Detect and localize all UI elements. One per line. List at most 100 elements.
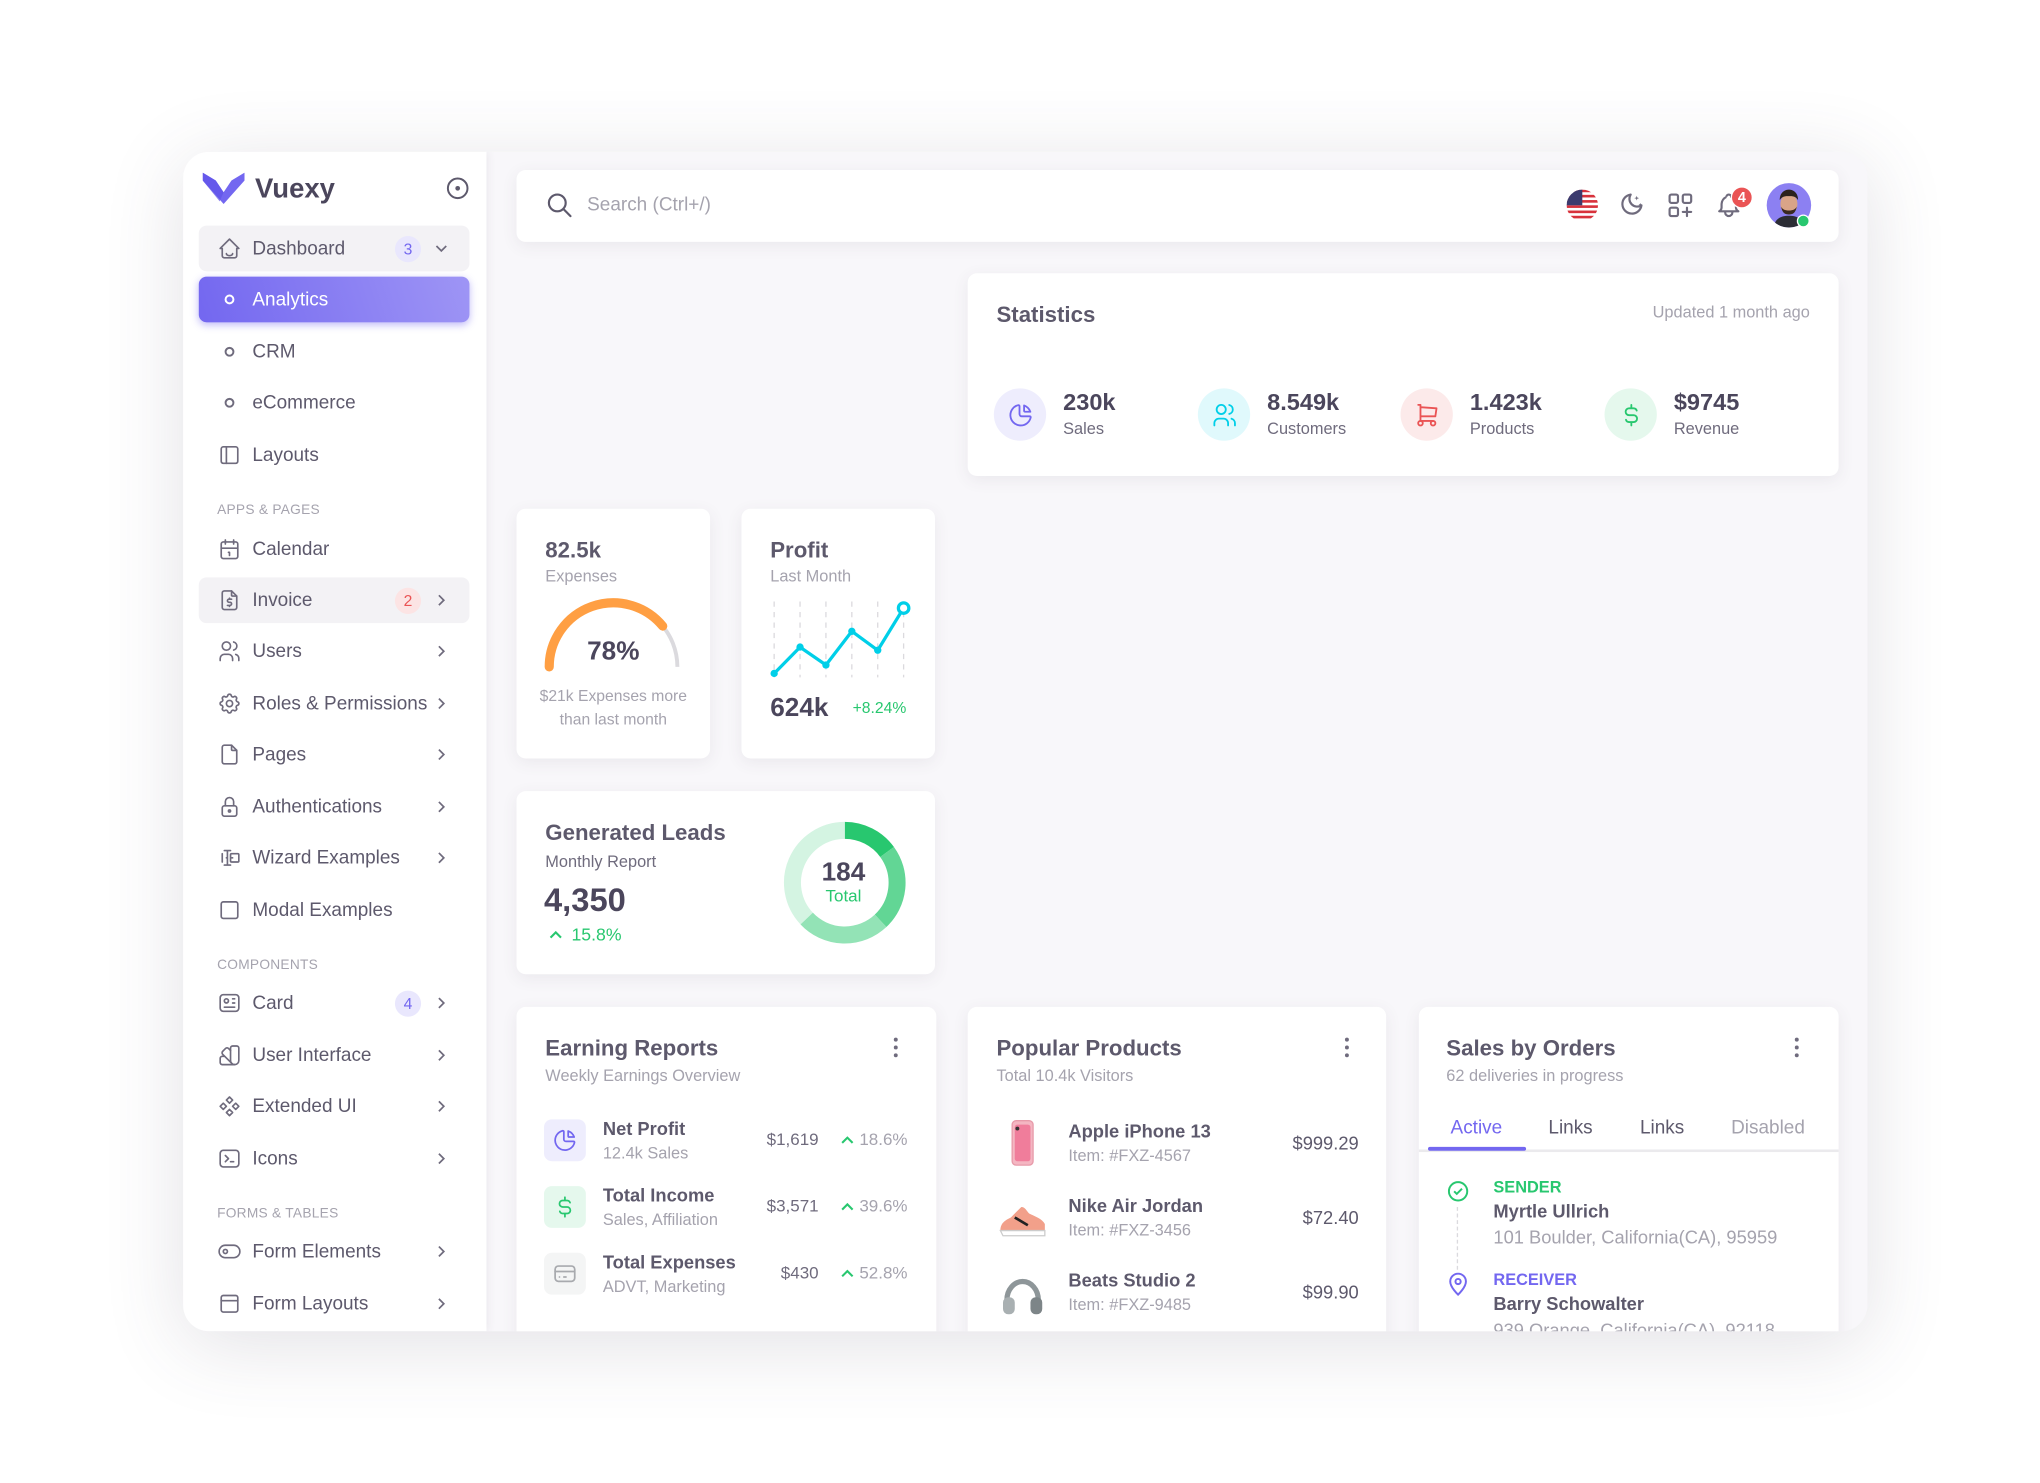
- sidebar-item-dashboard[interactable]: Dashboard 3: [198, 225, 470, 272]
- receiver-name: Barry Schowalter: [1493, 1293, 1644, 1315]
- statistics-card: [967, 273, 1839, 476]
- earning-row-change: 18.6%: [859, 1129, 908, 1149]
- sidebar-toggle-icon[interactable]: [446, 177, 470, 201]
- sidebar-item-modal-examples[interactable]: Modal Examples: [199, 887, 470, 933]
- chevron-right-icon: [438, 594, 446, 606]
- tab-active[interactable]: Active: [1450, 1117, 1503, 1139]
- users-icon: [1197, 388, 1251, 441]
- sidebar-item-roles-permissions[interactable]: Roles & Permissions: [199, 681, 470, 727]
- expenses-percent: 78%: [587, 637, 640, 667]
- sidebar-item-label: Roles & Permissions: [252, 693, 428, 714]
- sidebar-item-invoice[interactable]: Invoice 2: [198, 577, 470, 624]
- iphone-image: [1011, 1120, 1034, 1166]
- leads-donut-label: Total: [825, 886, 862, 906]
- currency-dollar-icon: [1604, 388, 1657, 441]
- sidebar-item-label: Authentications: [252, 796, 383, 818]
- users-icon: [217, 639, 242, 664]
- expenses-label: Expenses: [545, 567, 618, 586]
- sidebar-item-label: Form Layouts: [252, 1293, 369, 1315]
- sidebar-item-pages[interactable]: Pages: [199, 732, 470, 778]
- sidebar-item-users[interactable]: Users: [199, 628, 470, 674]
- us-flag-icon[interactable]: [1566, 189, 1598, 221]
- orders-more-icon[interactable]: [1790, 1036, 1803, 1060]
- components-icon: [217, 1094, 242, 1119]
- sidebar-item-layouts[interactable]: Layouts: [199, 432, 470, 478]
- products-more-icon[interactable]: [1340, 1036, 1353, 1060]
- sidebar-item-extended-ui[interactable]: Extended UI: [199, 1083, 470, 1129]
- timeline-connector: [1456, 1206, 1459, 1270]
- sidebar-item-label: Wizard Examples: [252, 847, 400, 869]
- tab-links-2[interactable]: Links: [1639, 1117, 1685, 1139]
- sidebar-item-ecommerce[interactable]: eCommerce: [199, 380, 470, 426]
- generated-leads-card: [516, 791, 935, 975]
- sidebar-item-card[interactable]: Card 4: [199, 980, 470, 1026]
- tabs-divider: [1418, 1149, 1839, 1153]
- sidebar-item-label: Invoice: [252, 589, 313, 611]
- sidebar-item-form-layouts[interactable]: Form Layouts: [199, 1281, 470, 1327]
- sidebar-item-authentications[interactable]: Authentications: [199, 784, 470, 830]
- earning-row-sub: Sales, Affiliation: [602, 1210, 718, 1229]
- expenses-card: [516, 508, 711, 759]
- sidebar-item-analytics[interactable]: Analytics: [198, 276, 470, 323]
- sender-tag: SENDER: [1493, 1177, 1562, 1197]
- sidebar-badge: 2: [394, 587, 422, 614]
- tab-links[interactable]: Links: [1548, 1117, 1593, 1139]
- stat-customers-value: 8.549k: [1267, 389, 1340, 416]
- file-icon: [217, 742, 242, 767]
- stat-revenue-label: Revenue: [1673, 419, 1740, 438]
- sidebar-item-icons[interactable]: Icons: [199, 1136, 470, 1182]
- sidebar-item-label: Layouts: [252, 444, 319, 466]
- orders-title: Sales by Orders: [1446, 1035, 1616, 1061]
- earning-row-name: Net Profit: [602, 1118, 686, 1139]
- sidebar-item-label: Icons: [252, 1148, 298, 1170]
- sales-by-orders-card: [1418, 1006, 1839, 1332]
- settings-icon: [217, 691, 242, 716]
- sidebar-item-user-interface[interactable]: User Interface: [199, 1032, 470, 1078]
- earning-row-sub: 12.4k Sales: [602, 1143, 689, 1163]
- chevron-right-icon: [438, 1049, 446, 1061]
- sidebar-item-label: Modal Examples: [252, 899, 393, 921]
- product-price: $99.90: [1302, 1281, 1359, 1303]
- sidebar-item-label: User Interface: [252, 1044, 372, 1066]
- sidebar-item-calendar[interactable]: Calendar: [199, 526, 470, 572]
- sidebar-item-crm[interactable]: CRM: [199, 329, 470, 375]
- moon-stars-icon[interactable]: [1616, 191, 1645, 220]
- toggle-icon: [217, 1239, 242, 1264]
- sidebar-item-label: Card: [252, 992, 294, 1014]
- sender-name: Myrtle Ullrich: [1493, 1200, 1610, 1222]
- sender-check-icon: [1447, 1181, 1469, 1202]
- home-icon: [217, 236, 242, 261]
- expenses-gauge: [544, 598, 680, 672]
- earning-more-icon[interactable]: [889, 1036, 902, 1060]
- receiver-map-pin-icon: [1449, 1272, 1467, 1296]
- sender-address: 101 Boulder, California(CA), 95959: [1493, 1226, 1778, 1248]
- leads-donut-chart: [783, 821, 906, 944]
- earning-row-name: Total Income: [602, 1184, 715, 1206]
- earning-subtitle: Weekly Earnings Overview: [545, 1066, 741, 1086]
- sidebar-badge: 4: [394, 990, 422, 1017]
- sidebar-item-label: eCommerce: [252, 392, 356, 414]
- chevron-right-icon: [438, 1245, 446, 1257]
- bell-icon[interactable]: [1714, 191, 1743, 220]
- earning-row-amount: $3,571: [766, 1195, 819, 1216]
- product-name: Nike Air Jordan: [1068, 1195, 1204, 1217]
- sparkline-point: [770, 669, 778, 678]
- leads-title: Generated Leads: [545, 820, 726, 846]
- sidebar-item-form-elements[interactable]: Form Elements: [199, 1229, 470, 1275]
- orders-subtitle: 62 deliveries in progress: [1446, 1066, 1624, 1086]
- expenses-value: 82.5k: [545, 537, 601, 563]
- apps-grid-icon[interactable]: [1666, 191, 1695, 220]
- vuexy-logo-icon[interactable]: [202, 172, 245, 204]
- profit-value: 624k: [770, 693, 829, 723]
- donut-segment-3: [800, 912, 887, 944]
- chevron-right-icon: [438, 749, 446, 761]
- sidebar-item-wizard-examples[interactable]: Wizard Examples: [199, 835, 470, 881]
- earning-row-amount: $430: [780, 1262, 819, 1283]
- leads-donut-total: 184: [821, 858, 866, 888]
- search-icon[interactable]: [545, 191, 574, 220]
- sidebar: [183, 151, 487, 1332]
- active-tab-indicator: [1427, 1146, 1527, 1151]
- search-input[interactable]: Search (Ctrl+/): [587, 194, 711, 216]
- chart-pie-icon: [543, 1119, 586, 1162]
